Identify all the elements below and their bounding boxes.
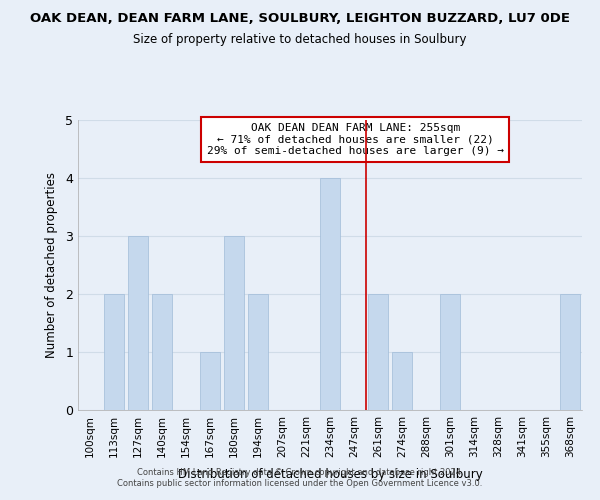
Bar: [104, 294, 124, 410]
Bar: [200, 352, 220, 410]
Bar: [152, 294, 172, 410]
X-axis label: Distribution of detached houses by size in Soulbury: Distribution of detached houses by size …: [178, 468, 482, 481]
Text: OAK DEAN, DEAN FARM LANE, SOULBURY, LEIGHTON BUZZARD, LU7 0DE: OAK DEAN, DEAN FARM LANE, SOULBURY, LEIG…: [30, 12, 570, 26]
Bar: [128, 236, 148, 410]
Bar: [368, 294, 388, 410]
Bar: [248, 294, 268, 410]
Y-axis label: Number of detached properties: Number of detached properties: [45, 172, 58, 358]
Bar: [224, 236, 244, 410]
Bar: [560, 294, 580, 410]
Text: OAK DEAN DEAN FARM LANE: 255sqm
← 71% of detached houses are smaller (22)
29% of: OAK DEAN DEAN FARM LANE: 255sqm ← 71% of…: [207, 123, 504, 156]
Bar: [392, 352, 412, 410]
Bar: [320, 178, 340, 410]
Text: Size of property relative to detached houses in Soulbury: Size of property relative to detached ho…: [133, 32, 467, 46]
Text: Contains HM Land Registry data © Crown copyright and database right 2024.
Contai: Contains HM Land Registry data © Crown c…: [118, 468, 482, 487]
Bar: [440, 294, 460, 410]
